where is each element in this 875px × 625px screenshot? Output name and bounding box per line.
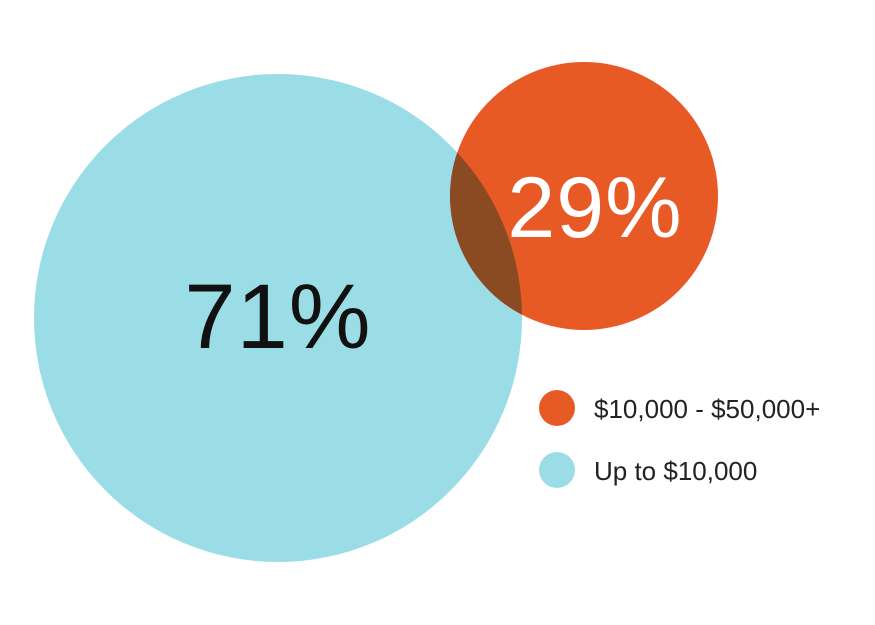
bubble-up-to-10000: [34, 74, 522, 562]
legend-label-10000-50000: $10,000 - $50,000+: [594, 394, 820, 424]
bubble-10000-50000: [450, 62, 718, 330]
legend-swatch-10000-50000: [539, 390, 575, 426]
legend: $10,000 - $50,000+ Up to $10,000: [539, 390, 820, 488]
bubble-10000-50000-label: 29%: [507, 160, 682, 256]
bubble-up-to-10000-label: 71%: [184, 266, 371, 368]
legend-label-up-to-10000: Up to $10,000: [594, 456, 757, 486]
legend-swatch-up-to-10000: [539, 452, 575, 488]
